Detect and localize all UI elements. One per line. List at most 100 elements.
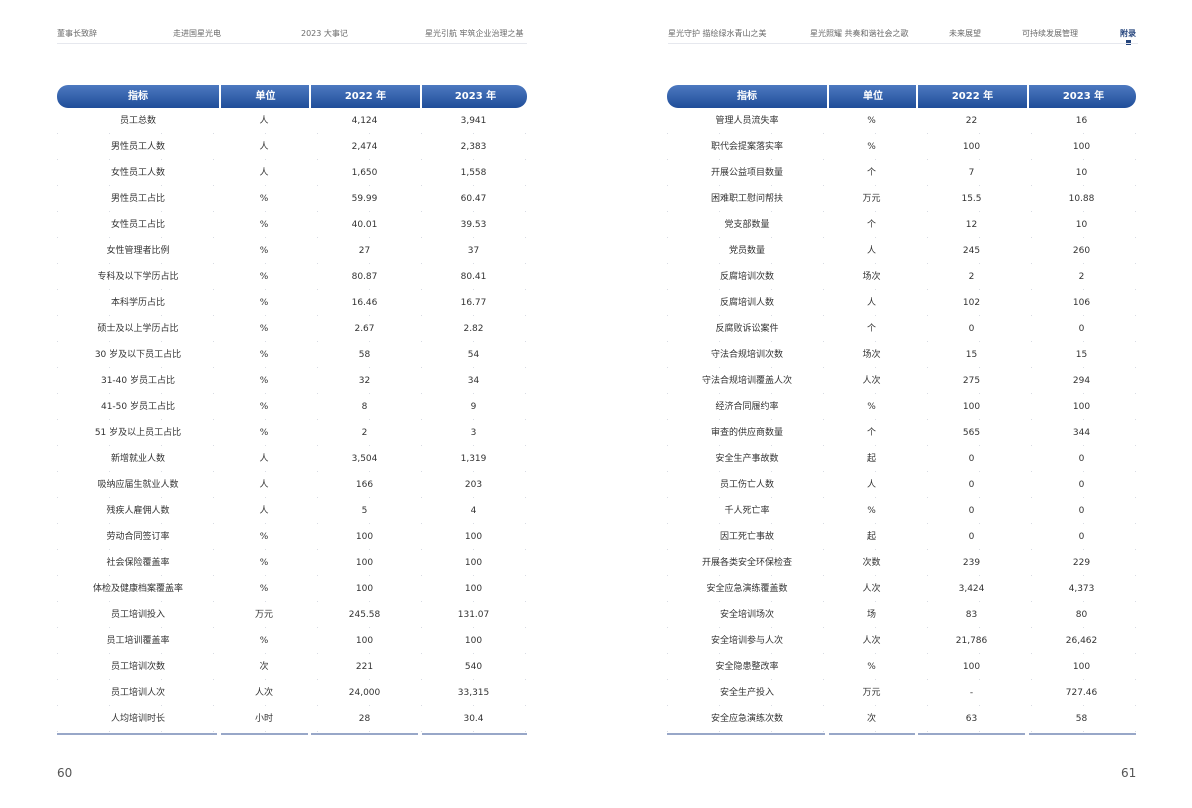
row-divider [57,653,527,654]
cell-2023: 4,373 [1068,584,1095,594]
cell-2022: 166 [355,480,374,490]
cell-2022: 12 [965,220,978,230]
cell-unit: % [259,376,269,386]
cell-2023: 58 [1075,714,1088,724]
table-row: 员工培训次数 次 221 540 [57,654,527,680]
cell-unit: 个 [866,220,876,230]
table-row: 困难职工慰问帮扶 万元 15.5 10.88 [667,186,1136,212]
nav-item-governance[interactable]: 星光引航 牢筑企业治理之基 [425,29,524,38]
cell-unit: % [259,298,269,308]
cell-indicator: 吸纳应届生就业人数 [97,480,179,490]
row-divider [57,133,527,134]
nav-item-milestones[interactable]: 2023 大事记 [301,29,348,38]
row-divider [667,549,1136,550]
cell-2023: 100 [464,532,483,542]
table-row: 安全应急演练覆盖数 人次 3,424 4,373 [667,576,1136,602]
col-header-2022: 2022 年 [916,85,1027,108]
cell-unit: % [259,194,269,204]
nav-item-outlook[interactable]: 未来展望 [949,29,981,38]
nav-item-chairman[interactable]: 董事长致辞 [57,29,97,38]
cell-2023: 9 [470,402,477,412]
page-number-right: 61 [1121,766,1137,780]
row-divider [57,211,527,212]
cell-2023: 10 [1075,220,1088,230]
cell-unit: 起 [866,454,876,464]
cell-indicator: 人均培训时长 [110,714,165,724]
cell-2022: 83 [965,610,978,620]
cell-indicator: 员工总数 [119,116,156,126]
nav-item-appendix[interactable]: 附录 [1120,28,1136,45]
row-divider [57,445,527,446]
table-row: 审查的供应商数量 个 565 344 [667,420,1136,446]
cell-unit: % [259,324,269,334]
cell-2023: 16.77 [460,298,487,308]
table-row: 员工培训人次 人次 24,000 33,315 [57,680,527,706]
cell-unit: % [259,246,269,256]
cell-2022: 15 [965,350,978,360]
table-row: 安全生产事故数 起 0 0 [667,446,1136,472]
cell-unit: 人 [259,480,269,490]
cell-2022: 100 [962,142,981,152]
cell-2023: 39.53 [460,220,487,230]
cell-unit: 个 [866,428,876,438]
cell-indicator: 开展各类安全环保检查 [701,558,792,568]
table-row: 残疾人雇佣人数 人 5 4 [57,498,527,524]
cell-indicator: 反腐培训次数 [719,272,774,282]
cell-2023: 80 [1075,610,1088,620]
row-divider [667,445,1136,446]
cell-2022: 8 [361,402,368,412]
cell-2022: 239 [962,558,981,568]
cell-2023: 15 [1075,350,1088,360]
cell-2022: 3,504 [351,454,378,464]
table-row: 守法合规培训次数 场次 15 15 [667,342,1136,368]
cell-indicator: 本科学历占比 [110,298,165,308]
row-divider [667,419,1136,420]
cell-unit: 个 [866,324,876,334]
row-divider [57,731,527,732]
nav-item-society[interactable]: 星光照耀 共奏和谐社会之歌 [810,29,909,38]
nav-item-sustainability[interactable]: 可持续发展管理 [1022,29,1078,38]
col-header-unit: 单位 [219,85,310,108]
cell-indicator: 女性管理者比例 [106,246,170,256]
cell-unit: 人次 [254,688,273,698]
cell-unit: 人次 [862,584,881,594]
cell-indicator: 反腐败诉讼案件 [715,324,779,334]
cell-2022: 102 [962,298,981,308]
cell-2022: 0 [968,506,975,516]
cell-2022: 5 [361,506,368,516]
row-divider [667,367,1136,368]
row-divider [57,471,527,472]
row-divider [667,679,1136,680]
cell-unit: % [259,428,269,438]
table-row: 安全应急演练次数 次 63 58 [667,706,1136,732]
cell-2022: 63 [965,714,978,724]
cell-indicator: 31-40 岁员工占比 [100,376,175,386]
cell-indicator: 员工伤亡人数 [719,480,774,490]
cell-2022: 16.46 [351,298,378,308]
cell-2022: 0 [968,532,975,542]
cell-indicator: 守法合规培训次数 [710,350,783,360]
table-row: 安全隐患整改率% 100 100 [667,654,1136,680]
table-row: 安全培训参与人次 人次 21,786 26,462 [667,628,1136,654]
cell-2022: 2 [968,272,975,282]
table-row: 男性员工人数 人 2,474 2,383 [57,134,527,160]
cell-indicator: 41-50 岁员工占比 [100,402,175,412]
cell-2023: 106 [1072,298,1091,308]
table-row: 新增就业人数 人 3,504 1,319 [57,446,527,472]
nav-item-environment[interactable]: 星光守护 描绘绿水青山之美 [668,29,767,38]
cell-unit: 场次 [862,350,881,360]
table-row: 反腐败诉讼案件 个 0 0 [667,316,1136,342]
cell-unit: % [259,584,269,594]
table-row: 30 岁及以下员工占比% 58 54 [57,342,527,368]
cell-2022: 24,000 [348,688,381,698]
cell-2022: 21,786 [955,636,988,646]
row-divider [667,263,1136,264]
nav-item-about[interactable]: 走进国星光电 [173,29,221,38]
cell-2022: 2,474 [351,142,378,152]
cell-2022: 59.99 [351,194,378,204]
cell-indicator: 安全生产事故数 [715,454,779,464]
cell-2023: 727.46 [1065,688,1098,698]
table-row: 女性员工人数 人 1,650 1,558 [57,160,527,186]
row-divider [667,653,1136,654]
row-divider [57,393,527,394]
